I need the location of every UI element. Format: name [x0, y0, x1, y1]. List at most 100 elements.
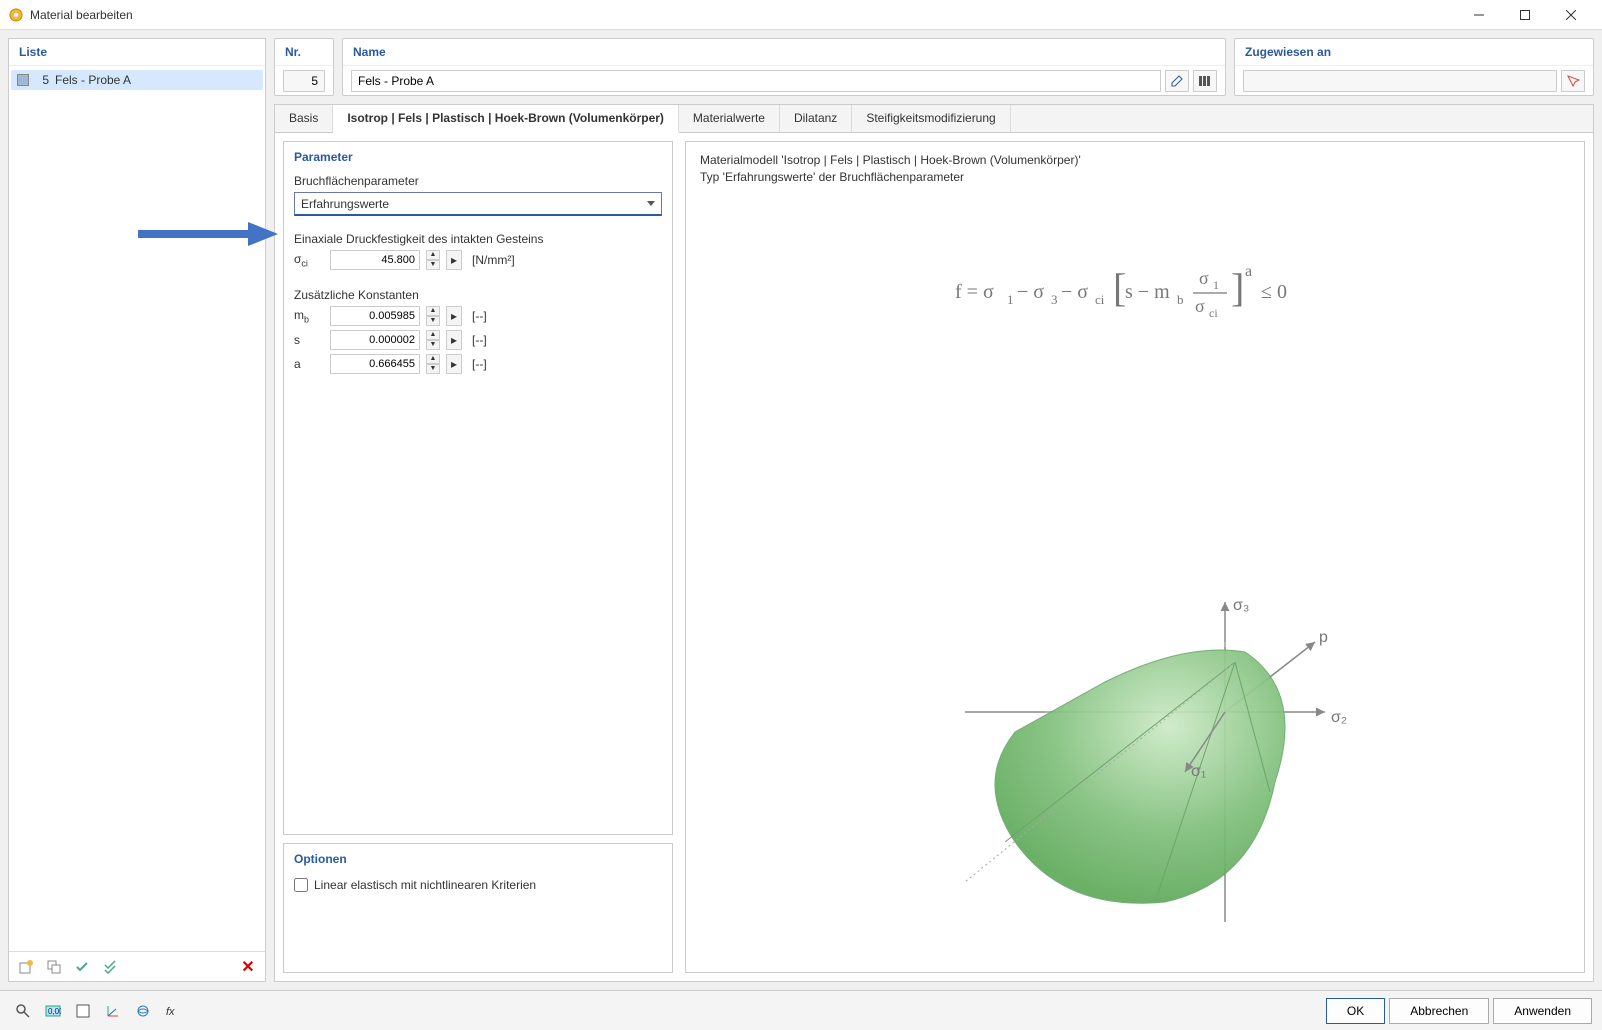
pick-assigned-button[interactable] — [1561, 70, 1585, 92]
library-button[interactable] — [1193, 70, 1217, 92]
name-label: Name — [343, 39, 1225, 66]
footer-search-button[interactable] — [10, 999, 36, 1023]
tab-container: Basis Isotrop | Fels | Plastisch | Hoek-… — [274, 104, 1594, 982]
ok-button[interactable]: OK — [1326, 998, 1385, 1024]
svg-text:s − m: s − m — [1125, 281, 1170, 303]
copy-item-button[interactable] — [41, 955, 67, 979]
svg-text:− σ: − σ — [1061, 281, 1088, 303]
mb-unit: [--] — [472, 309, 487, 323]
tab-hoek-brown[interactable]: Isotrop | Fels | Plastisch | Hoek-Brown … — [333, 105, 679, 133]
list-panel: Liste 5 Fels - Probe A ✕ — [8, 38, 266, 982]
check2-button[interactable] — [97, 955, 123, 979]
parameter-panel: Parameter Bruchflächenparameter Erfahrun… — [283, 141, 673, 835]
list-item[interactable]: 5 Fels - Probe A — [11, 70, 263, 90]
param-sigma-ci: σci ▲▼ ▸ [N/mm²] — [284, 248, 672, 272]
svg-text:b: b — [1177, 292, 1184, 307]
tab-dilatanz[interactable]: Dilatanz — [780, 105, 852, 132]
a-input[interactable] — [330, 354, 420, 374]
svg-text:p: p — [1319, 629, 1328, 646]
dialog-body: Liste 5 Fels - Probe A ✕ Nr. — [0, 30, 1602, 990]
sigma-ci-spinner[interactable]: ▲▼ — [426, 250, 440, 270]
assigned-input[interactable] — [1243, 70, 1557, 92]
footer-units-button[interactable]: 0,00 — [40, 999, 66, 1023]
assigned-label: Zugewiesen an — [1235, 39, 1593, 66]
mb-spinner[interactable]: ▲▼ — [426, 306, 440, 326]
svg-text:1: 1 — [1213, 278, 1219, 292]
list-header: Liste — [9, 39, 265, 66]
subsection-bruchflaechen: Bruchflächenparameter — [284, 168, 672, 190]
maximize-button[interactable] — [1502, 0, 1548, 30]
mb-play-button[interactable]: ▸ — [446, 306, 462, 326]
a-play-button[interactable]: ▸ — [446, 354, 462, 374]
svg-text:σ₁: σ₁ — [1191, 763, 1206, 780]
list-content: 5 Fels - Probe A — [9, 66, 265, 951]
a-spinner[interactable]: ▲▼ — [426, 354, 440, 374]
window-controls — [1456, 0, 1594, 30]
svg-text:fx: fx — [166, 1006, 175, 1018]
param-column: Parameter Bruchflächenparameter Erfahrun… — [283, 141, 673, 973]
s-spinner[interactable]: ▲▼ — [426, 330, 440, 350]
list-item-label: Fels - Probe A — [55, 73, 131, 87]
linear-elastic-checkbox[interactable] — [294, 878, 308, 892]
tab-basis[interactable]: Basis — [275, 105, 333, 132]
material-swatch-icon — [17, 74, 29, 86]
bruchflaechen-dropdown[interactable]: Erfahrungswerte — [294, 192, 662, 216]
list-item-number: 5 — [35, 73, 49, 87]
new-item-button[interactable] — [13, 955, 39, 979]
a-unit: [--] — [472, 357, 487, 371]
delete-item-button[interactable]: ✕ — [235, 955, 261, 979]
close-button[interactable] — [1548, 0, 1594, 30]
svg-text:σ₃: σ₃ — [1233, 597, 1249, 614]
svg-text:σ₂: σ₂ — [1331, 709, 1347, 726]
a-symbol: a — [294, 357, 324, 371]
window-title: Material bearbeiten — [30, 8, 1456, 22]
tab-body: Parameter Bruchflächenparameter Erfahrun… — [275, 133, 1593, 981]
svg-text:ci: ci — [1095, 292, 1105, 307]
param-s: s ▲▼ ▸ [--] — [284, 328, 672, 352]
s-input[interactable] — [330, 330, 420, 350]
nr-label: Nr. — [275, 39, 333, 66]
svg-text:≤ 0: ≤ 0 — [1261, 281, 1287, 303]
sigma-ci-play-button[interactable]: ▸ — [446, 250, 462, 270]
name-panel: Name — [342, 38, 1226, 96]
sigma-ci-unit: [N/mm²] — [472, 253, 515, 267]
edit-name-button[interactable] — [1165, 70, 1189, 92]
svg-text:f = σ: f = σ — [955, 281, 994, 303]
app-icon — [8, 7, 24, 23]
subsection-druckfestigkeit: Einaxiale Druckfestigkeit des intakten G… — [284, 226, 672, 248]
s-play-button[interactable]: ▸ — [446, 330, 462, 350]
footer-axes-button[interactable] — [100, 999, 126, 1023]
sigma-ci-input[interactable] — [330, 250, 420, 270]
linear-elastic-row: Linear elastisch mit nichtlinearen Krite… — [284, 870, 672, 900]
svg-text:σ: σ — [1195, 296, 1205, 316]
apply-button[interactable]: Anwenden — [1493, 998, 1592, 1024]
svg-text:σ: σ — [1199, 268, 1209, 288]
title-bar: Material bearbeiten — [0, 0, 1602, 30]
info-line1: Materialmodell 'Isotrop | Fels | Plastis… — [700, 152, 1570, 169]
footer-color-button[interactable] — [70, 999, 96, 1023]
subsection-konstanten: Zusätzliche Konstanten — [284, 282, 672, 304]
info-line2: Typ 'Erfahrungswerte' der Bruchflächenpa… — [700, 169, 1570, 186]
tab-materialwerte[interactable]: Materialwerte — [679, 105, 780, 132]
nr-input[interactable] — [283, 70, 325, 92]
list-toolbar: ✕ — [9, 951, 265, 981]
svg-text:− σ: − σ — [1017, 281, 1044, 303]
footer-fx-button[interactable]: fx — [160, 999, 186, 1023]
cancel-button[interactable]: Abbrechen — [1389, 998, 1489, 1024]
sidebar: Liste 5 Fels - Probe A ✕ — [8, 38, 266, 982]
header-row: Nr. Name Zugewiesen an — [274, 38, 1594, 96]
sigma-ci-symbol: σci — [294, 252, 324, 268]
name-input[interactable] — [351, 70, 1161, 92]
options-panel: Optionen Linear elastisch mit nichtlinea… — [283, 843, 673, 973]
formula: f = σ 1 − σ 3 − σ ci [ s − m b σ — [700, 256, 1570, 332]
tab-steifigkeit[interactable]: Steifigkeitsmodifizierung — [852, 105, 1010, 132]
footer-globe-button[interactable] — [130, 999, 156, 1023]
svg-text:ci: ci — [1209, 306, 1218, 320]
minimize-button[interactable] — [1456, 0, 1502, 30]
mb-input[interactable] — [330, 306, 420, 326]
svg-text:3: 3 — [1051, 292, 1058, 307]
param-a: a ▲▼ ▸ [--] — [284, 352, 672, 376]
check-button[interactable] — [69, 955, 95, 979]
mb-symbol: mb — [294, 308, 324, 324]
footer: 0,00 fx OK Abbrechen Anwenden — [0, 990, 1602, 1030]
